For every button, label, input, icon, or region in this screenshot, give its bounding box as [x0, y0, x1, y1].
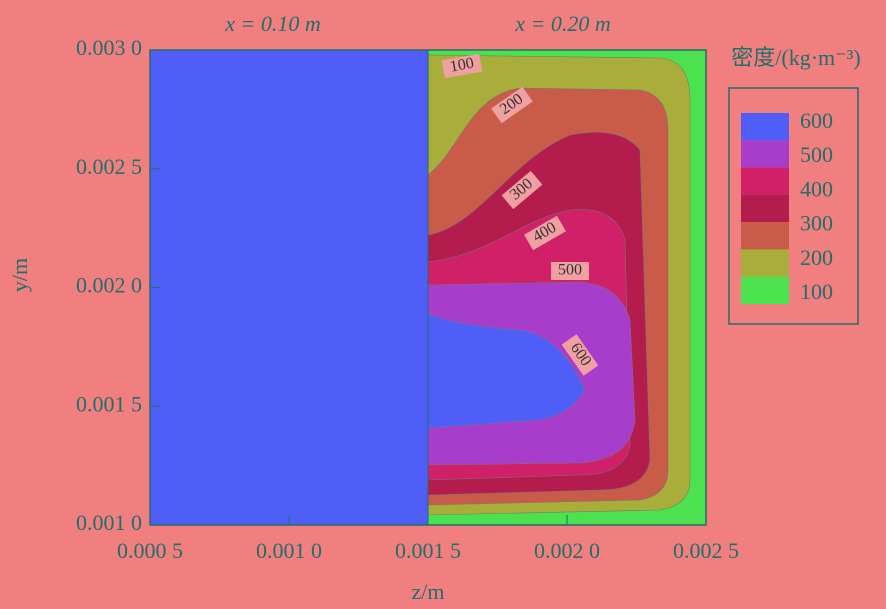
contour-label-bg: [491, 86, 533, 124]
legend-swatch: [741, 276, 789, 304]
legend-swatch: [741, 222, 789, 250]
y-tick-label: 0.002 0: [76, 273, 142, 298]
contour-label-bg: [441, 53, 483, 79]
contour-label-bg: [551, 262, 589, 280]
legend-swatch: [741, 249, 789, 277]
legend-label: 300: [800, 211, 833, 236]
legend-title: 密度/(kg·m⁻³): [731, 45, 860, 70]
contour-label-bg: [561, 334, 599, 376]
y-tick-label: 0.001 5: [76, 391, 142, 416]
legend-swatch: [741, 140, 789, 168]
contour-label: 500: [558, 262, 582, 279]
contour-label-bg: [501, 170, 543, 210]
x-axis-label: z/m: [412, 579, 445, 604]
legend-label: 100: [800, 279, 833, 304]
x-tick-label: 0.001 0: [256, 538, 322, 563]
contour-label: 100: [449, 55, 476, 76]
legend-swatch: [741, 167, 789, 195]
contour-band: [427, 312, 586, 429]
x-tick-label: 0.001 5: [395, 538, 461, 563]
contour-band: [150, 50, 428, 525]
y-tick-label: 0.002 5: [76, 154, 142, 179]
legend-label: 400: [800, 176, 833, 201]
y-tick-label: 0.001 0: [76, 510, 142, 535]
panel-title: x = 0.10 m: [224, 11, 321, 36]
x-tick-label: 0.002 0: [534, 538, 600, 563]
legend-label: 200: [800, 245, 833, 270]
legend-swatch: [741, 113, 789, 141]
legend-label: 600: [800, 108, 833, 133]
x-tick-label: 0.000 5: [117, 538, 183, 563]
legend-box: [728, 87, 859, 325]
contour-label-bg: [524, 215, 566, 251]
y-axis-label: y/m: [7, 258, 32, 292]
x-tick-label: 0.002 5: [673, 538, 739, 563]
legend-swatch: [741, 194, 789, 223]
y-tick-label: 0.003 0: [76, 35, 142, 60]
legend-label: 500: [800, 142, 833, 167]
panel-title: x = 0.20 m: [514, 11, 611, 36]
